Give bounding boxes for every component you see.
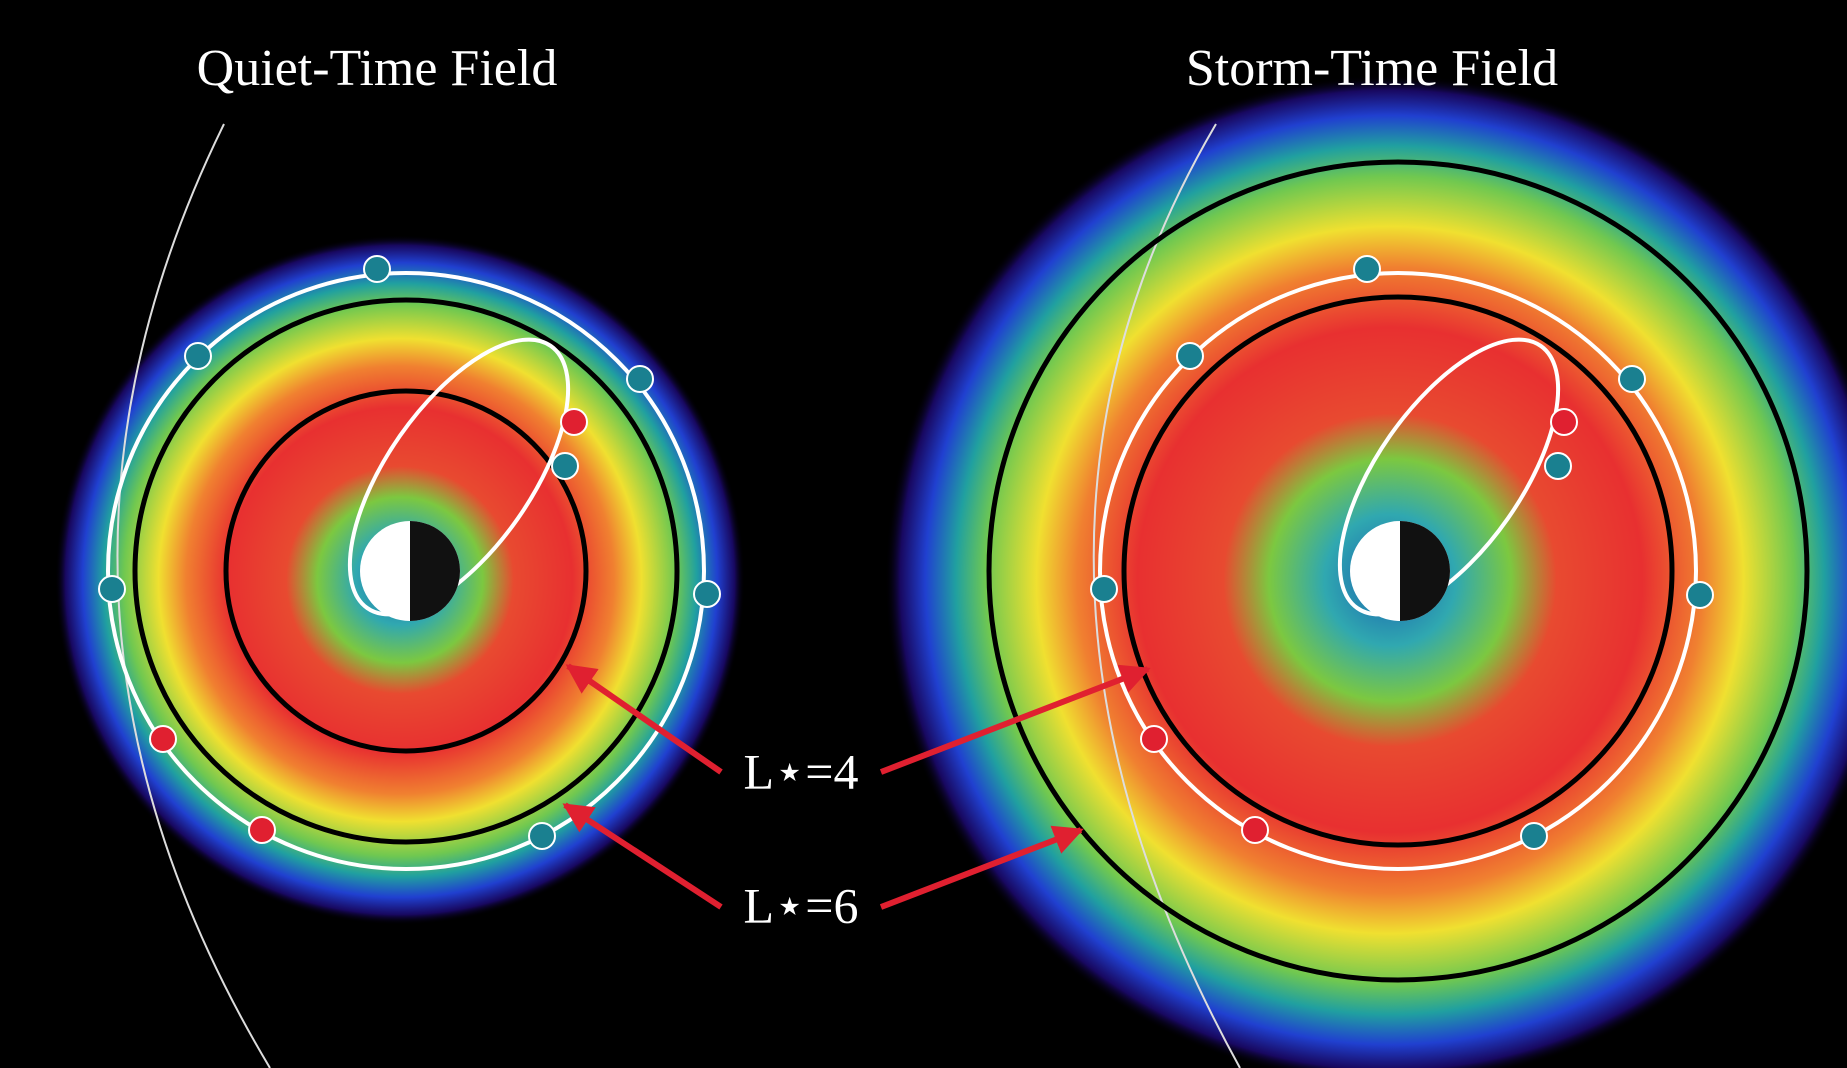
figure: Quiet-Time Field Storm-Time Field L⋆=4 L…	[0, 0, 1847, 1068]
spacecraft-dot	[1687, 582, 1713, 608]
spacecraft-dot	[1354, 256, 1380, 282]
spacecraft-dot	[364, 256, 390, 282]
spacecraft-dot	[1141, 726, 1167, 752]
spacecraft-dot	[561, 409, 587, 435]
l-star-label: L⋆=4	[743, 743, 858, 799]
page: {"panels": [{"title": "Quiet-Time Field"…	[0, 0, 1847, 1068]
spacecraft-dot	[529, 823, 555, 849]
spacecraft-dot	[1091, 576, 1117, 602]
spacecraft-dot	[627, 366, 653, 392]
spacecraft-dot	[1551, 409, 1577, 435]
spacecraft-dot	[99, 576, 125, 602]
spacecraft-dot	[1619, 366, 1645, 392]
spacecraft-dot	[1521, 823, 1547, 849]
spacecraft-dot	[1242, 817, 1268, 843]
spacecraft-dot	[150, 726, 176, 752]
spacecraft-dot	[185, 343, 211, 369]
spacecraft-dot	[694, 581, 720, 607]
spacecraft-dot	[249, 817, 275, 843]
spacecraft-dot	[552, 453, 578, 479]
l-star-label: L⋆=6	[743, 877, 858, 933]
spacecraft-dot	[1177, 343, 1203, 369]
panel-title: Quiet-Time Field	[197, 40, 558, 97]
panel-title: Storm-Time Field	[1186, 40, 1558, 97]
spacecraft-dot	[1545, 453, 1571, 479]
